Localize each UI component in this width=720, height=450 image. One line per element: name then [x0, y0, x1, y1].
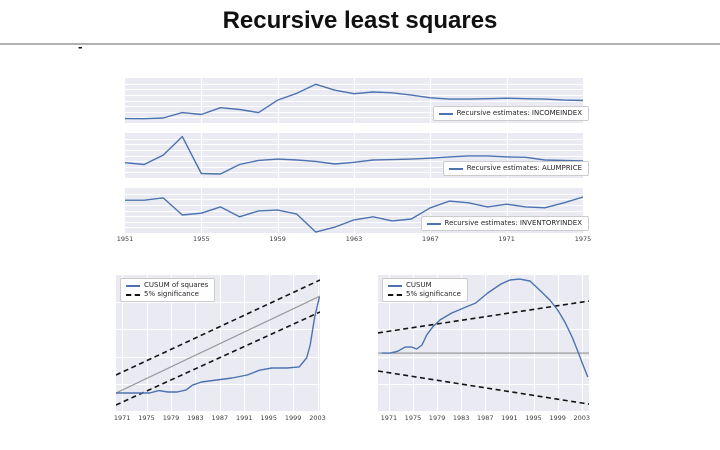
x-tick-label: 1963 — [345, 235, 363, 243]
legend-inventoryindex: Recursive estimates: INVENTORYINDEX — [420, 216, 589, 231]
legend-alumprice: Recursive estimates: ALUMPRICE — [442, 161, 589, 176]
x-tick-label: 1991 — [501, 414, 518, 422]
title-divider — [0, 43, 720, 45]
recursive-estimates-incomeindex-panel: Recursive estimates: INCOMEINDEX — [125, 78, 589, 123]
x-tick-label: 1951 — [116, 235, 134, 243]
x-tick-label: 1983 — [452, 414, 470, 422]
x-tick-label: 1959 — [269, 235, 286, 243]
x-tick-label: 1955 — [193, 235, 210, 243]
x-tick-label: 1975 — [574, 235, 592, 243]
legend-label: CUSUM of squares — [144, 281, 209, 289]
x-tick-label: 1995 — [260, 414, 277, 422]
x-tick-label: 1979 — [162, 414, 180, 422]
recursive-estimates-inventoryindex-panel: Recursive estimates: INVENTORYINDEX — [125, 188, 589, 233]
x-tick-label: 1979 — [428, 414, 446, 422]
legend-dashed-sample — [388, 293, 402, 296]
cusum-x-axis-ticks: 1971 1975 1979 1983 1987 1991 1995 1999 2003 — [378, 414, 591, 426]
legend-label: Recursive estimates: ALUMPRICE — [466, 164, 582, 172]
x-tick-label: 1987 — [211, 414, 229, 422]
legend-label: Recursive estimates: INCOMEINDEX — [456, 109, 582, 117]
cusum-panel: CUSUM 5% significance — [378, 275, 589, 411]
chart-canvas — [378, 275, 589, 411]
stray-dash: - — [78, 41, 83, 54]
legend-cusum: CUSUM 5% significance — [382, 278, 468, 302]
x-tick-label: 1975 — [404, 414, 422, 422]
x-tick-label: 1967 — [422, 235, 439, 243]
x-tick-label: 2003 — [573, 414, 591, 422]
x-tick-label: 1991 — [235, 414, 253, 422]
cusum-of-squares-panel: CUSUM of squares 5% significance — [116, 275, 320, 411]
chart-canvas — [116, 275, 320, 411]
legend-incomeindex: Recursive estimates: INCOMEINDEX — [432, 106, 589, 121]
legend-label: Recursive estimates: INVENTORYINDEX — [444, 219, 582, 227]
cusum-of-squares-x-axis-ticks: 1971 1975 1979 1983 1987 1991 1995 1999 2003 — [113, 414, 326, 426]
x-tick-label: 1987 — [477, 414, 494, 422]
x-tick-label: 1995 — [525, 414, 542, 422]
legend-label: 5% significance — [406, 290, 461, 298]
recursive-estimates-alumprice-panel: Recursive estimates: ALUMPRICE — [125, 133, 589, 178]
legend-line-sample — [126, 284, 140, 287]
x-tick-label: 1999 — [549, 414, 566, 422]
x-tick-label: 1983 — [187, 414, 204, 422]
x-tick-label: 1971 — [380, 414, 398, 422]
legend-label: CUSUM — [406, 281, 432, 289]
x-tick-label: 1971 — [113, 414, 131, 422]
legend-line-sample — [388, 284, 402, 287]
x-tick-label: 1975 — [138, 414, 155, 422]
legend-line-sample — [438, 112, 453, 115]
legend-dashed-sample — [126, 293, 140, 296]
top-figure-x-axis-ticks: 1951 1955 1959 1963 1967 1971 1975 — [117, 235, 592, 247]
x-tick-label: 2003 — [309, 414, 326, 422]
page-title: Recursive least squares — [222, 7, 498, 34]
legend-label: 5% significance — [144, 290, 199, 298]
chart-canvas — [125, 78, 583, 123]
legend-cusum-of-squares: CUSUM of squares 5% significance — [120, 278, 216, 302]
x-tick-label: 1999 — [284, 414, 302, 422]
x-tick-label: 1971 — [498, 235, 515, 243]
legend-line-sample — [426, 222, 441, 225]
legend-line-sample — [448, 167, 463, 170]
